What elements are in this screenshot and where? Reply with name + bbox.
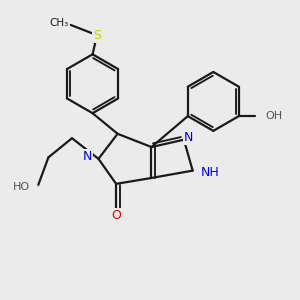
Text: N: N — [184, 131, 193, 144]
Text: S: S — [93, 29, 101, 42]
Text: HO: HO — [13, 182, 30, 192]
Text: CH₃: CH₃ — [50, 18, 69, 28]
Text: N: N — [82, 150, 92, 163]
Text: O: O — [111, 209, 121, 222]
Text: OH: OH — [265, 110, 282, 121]
Text: NH: NH — [201, 166, 220, 178]
